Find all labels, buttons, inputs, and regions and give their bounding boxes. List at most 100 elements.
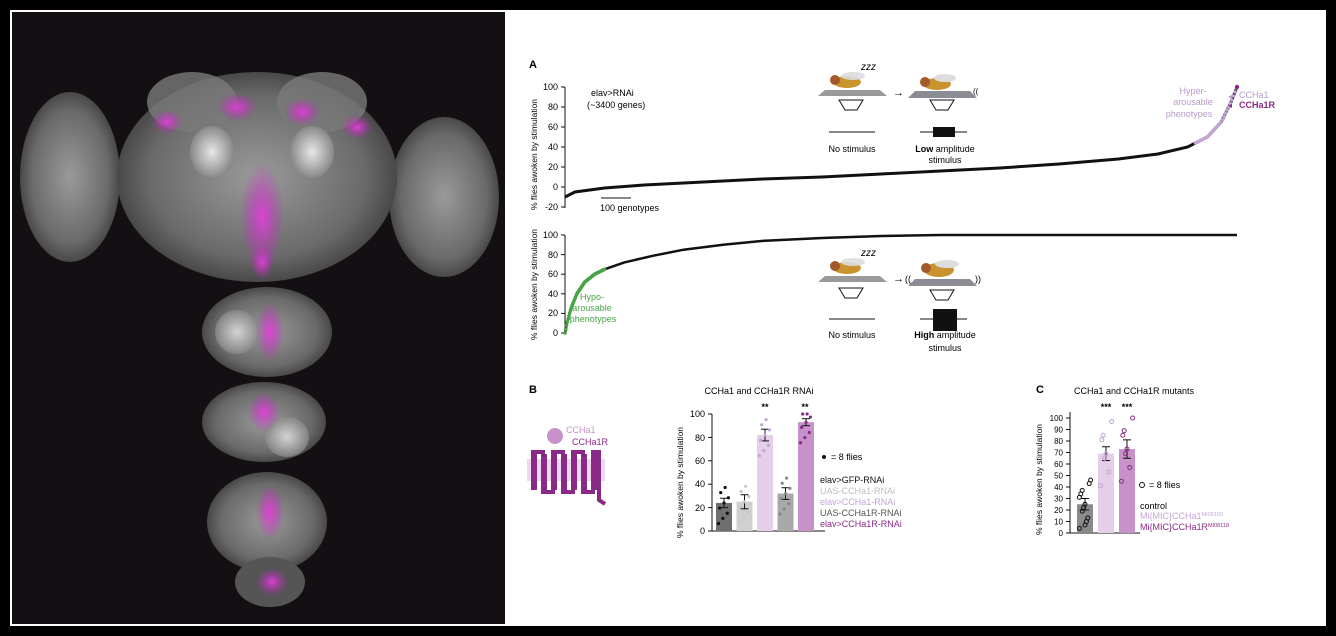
fly-dot <box>800 425 804 429</box>
fly-dot <box>764 418 768 422</box>
platform-icon <box>818 90 887 96</box>
fly-dot <box>757 454 762 458</box>
platform-icon <box>818 276 887 282</box>
awake-fly-icon <box>921 260 959 277</box>
ytick-label: 40 <box>1054 483 1063 492</box>
panel-b-title: CCHa1 and CCHa1R RNAi <box>704 386 813 396</box>
legend-item: UAS-CCHa1R-RNAi <box>820 508 902 518</box>
fly-dot <box>1100 432 1106 438</box>
zzz-icon: zzz <box>860 62 876 73</box>
hyper-data-point <box>1230 98 1234 102</box>
speaker-icon <box>929 99 955 111</box>
stim-right-label: Low amplitude <box>915 144 975 154</box>
awake-fly-icon <box>920 74 956 90</box>
significance-marker: *** <box>1101 402 1112 412</box>
ytick-label: 70 <box>1054 449 1063 458</box>
ytick-label: 0 <box>553 328 558 338</box>
fly-dot <box>803 436 807 440</box>
low-amplitude-waveform <box>933 127 955 137</box>
fly-dot <box>741 515 745 519</box>
fly-dot <box>719 491 723 495</box>
fly-dot <box>744 484 748 488</box>
hyper-annotation-line2: arousable <box>1173 97 1213 107</box>
fly-dot <box>778 512 782 516</box>
ytick-label: 100 <box>1050 414 1064 423</box>
brain-image-panel <box>12 12 505 624</box>
stim-right-label-line2: stimulus <box>928 343 962 353</box>
fly-dot <box>808 415 812 419</box>
hypo-annotation-line3: phenotypes <box>570 314 617 324</box>
high-amplitude-waveform <box>933 309 957 331</box>
ccha1-marker: CCHa1 <box>1239 90 1269 100</box>
vibration-icon: (( <box>973 87 979 96</box>
panel-a-bottom-yticks: 100 80 60 40 20 0 <box>543 230 565 338</box>
legend-mutant-1: Mi{MIC}CCHa1MI09100 <box>1140 511 1223 521</box>
panel-b-bars <box>716 412 814 531</box>
fly-dot <box>1086 481 1092 487</box>
panel-c-bars <box>1076 415 1136 533</box>
bar <box>1077 504 1093 533</box>
dot-legend-icon <box>1139 482 1145 488</box>
fly-dot <box>1076 494 1082 500</box>
fly-dot <box>1121 428 1127 434</box>
ytick-label: 40 <box>695 479 705 489</box>
panel-a-label: A <box>529 59 537 71</box>
arrow-icon: → <box>893 273 904 285</box>
hypo-data-point <box>565 319 570 324</box>
panel-c-title: CCHa1 and CCHa1R mutants <box>1074 386 1195 396</box>
ccha1r-marker: CCHa1R <box>1239 100 1276 110</box>
fly-dot <box>762 448 766 453</box>
hypo-annotation-line1: Hypo- <box>580 292 604 302</box>
ytick-label: 80 <box>1054 437 1063 446</box>
hyper-data-point <box>1218 120 1223 125</box>
fly-dot <box>782 507 786 511</box>
fly-dot <box>1109 418 1115 424</box>
figure-panels: A 100 80 60 40 20 0 -20 % flies awoken b… <box>505 12 1320 624</box>
fly-dot <box>766 443 770 447</box>
fly-dot <box>807 430 811 435</box>
panel-a-top-title-line1: elav>RNAi <box>591 88 634 98</box>
receptor-diagram: CCHa1 CCHa1R <box>527 425 609 506</box>
fly-dot <box>1102 455 1108 461</box>
fly-dot <box>759 438 763 442</box>
ytick-label: 40 <box>548 142 558 152</box>
fly-dot <box>1079 508 1085 514</box>
panel-c-label: C <box>1036 384 1044 396</box>
ytick-label: 20 <box>548 162 558 172</box>
fly-dot <box>783 491 788 496</box>
hyper-annotation-line3: phenotypes <box>1166 109 1213 119</box>
ytick-label: 80 <box>695 433 705 443</box>
sleeping-fly-icon <box>830 72 865 88</box>
hyper-data-point <box>1220 117 1225 122</box>
scale-bar-label: 100 genotypes <box>600 203 660 213</box>
ytick-label: 0 <box>1059 529 1064 538</box>
fly-dot <box>737 520 741 524</box>
fly-dot <box>726 496 730 500</box>
ytick-label: 50 <box>1054 472 1063 481</box>
fly-dot <box>1103 451 1109 457</box>
stim-left-label: No stimulus <box>828 330 876 340</box>
vibrating-platform-icon <box>908 279 977 286</box>
ytick-label: 0 <box>553 182 558 192</box>
hyper-data-point <box>1226 105 1231 109</box>
ytick-label: 20 <box>1054 506 1063 515</box>
ranked-genotype-curve-top <box>564 86 1239 199</box>
hyper-data-point <box>1233 90 1237 94</box>
ytick-label: 80 <box>548 250 558 260</box>
speaker-icon <box>929 289 955 301</box>
legend-item: UAS-CCHa1-RNAi <box>820 486 895 496</box>
hypo-data-point <box>567 311 572 315</box>
ytick-label: 60 <box>1054 460 1063 469</box>
sleeping-fly-icon <box>830 258 865 274</box>
significance-marker: *** <box>1122 402 1133 412</box>
panel-a-top-plot: 100 80 60 40 20 0 -20 % flies awoken by … <box>529 82 1276 213</box>
ytick-label: -20 <box>545 202 558 212</box>
receptor-name-label: CCHa1R <box>572 437 609 447</box>
dot-legend-label: = 8 flies <box>1149 480 1181 490</box>
fly-dot <box>723 485 727 490</box>
panel-a-top-ylabel: % flies awoken by stimulation <box>529 99 539 210</box>
vibration-icon: (( <box>905 274 911 284</box>
fly-dot <box>1127 464 1133 470</box>
